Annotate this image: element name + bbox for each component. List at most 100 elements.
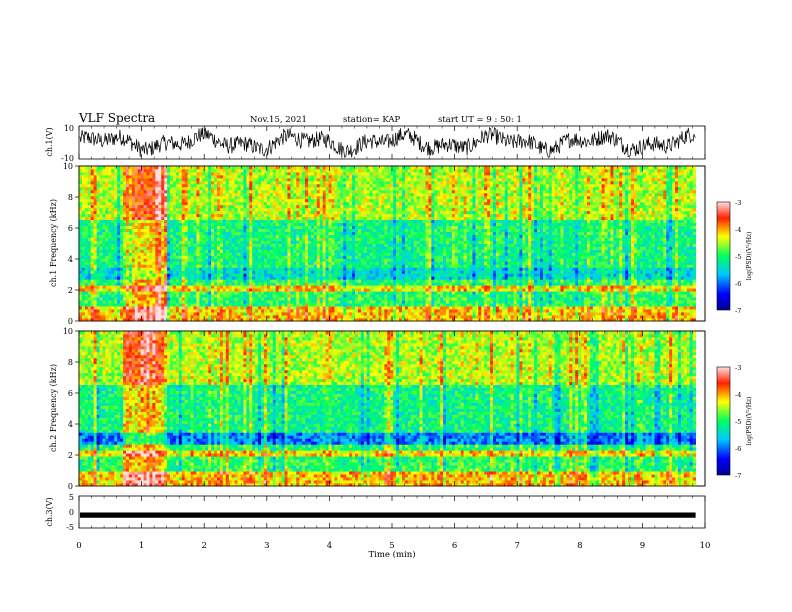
spectrogram-cell [81, 282, 86, 286]
spectrogram-cell [202, 261, 206, 265]
spectrogram-cell [255, 174, 259, 179]
spectrogram-cell [178, 234, 183, 238]
spectrogram-cell [272, 282, 277, 286]
spectrogram-cell [278, 166, 282, 170]
spectrogram-cell [299, 180, 303, 185]
spectrogram-cell [219, 285, 224, 289]
spectrogram-cell [222, 306, 227, 310]
spectrogram-cell [114, 177, 118, 182]
spectrogram-cell [322, 273, 327, 277]
spectrogram-cell [243, 309, 247, 313]
spectrogram-cell [337, 312, 341, 316]
spectrogram-cell [184, 276, 189, 280]
spectrogram-cell [322, 171, 327, 176]
spectrogram-cell [167, 285, 171, 289]
spectrogram-cell [228, 312, 233, 316]
spectrogram-cell [337, 174, 341, 179]
spectrogram-cell [340, 174, 344, 179]
spectrogram-cell [123, 276, 127, 280]
spectrogram-cell [319, 231, 324, 235]
spectrogram-cell [263, 300, 268, 304]
spectrogram-cell [193, 240, 197, 244]
spectrogram-cell [167, 264, 171, 268]
spectrogram-cell [187, 297, 191, 301]
spectrogram-cell [134, 303, 139, 307]
spectrogram-cell [281, 216, 285, 221]
spectrogram-cell [149, 213, 153, 218]
spectrogram-cell [178, 177, 183, 182]
spectrogram-cell [325, 318, 329, 322]
spectrogram-cell [325, 168, 329, 173]
spectrogram-cell [319, 204, 324, 209]
spectrogram-cell [161, 192, 165, 197]
spectrogram-cell [105, 222, 109, 227]
spectrogram-cell [316, 189, 321, 194]
spectrogram-cell [111, 231, 115, 235]
spectrogram-cell [281, 270, 285, 274]
spectrogram-cell [287, 195, 291, 200]
spectrogram-cell [237, 216, 241, 221]
spectrogram-cell [325, 166, 329, 170]
spectrogram-cell [243, 273, 247, 277]
spectrogram-cell [208, 171, 212, 176]
spectrogram-cell [79, 303, 83, 307]
spectrogram-cell [123, 273, 127, 277]
spectrogram-cell [79, 309, 83, 313]
spectrogram-cell [181, 237, 186, 241]
spectrogram-cell [81, 303, 86, 307]
spectrogram-cell [299, 282, 303, 286]
spectrogram-cell [102, 273, 106, 277]
spectrogram-cell [313, 252, 318, 256]
spectrogram-cell [170, 174, 174, 179]
spectrogram-cell [225, 318, 230, 322]
spectrogram-cell [167, 237, 171, 241]
spectrogram-cell [87, 279, 92, 283]
spectrogram-cell [293, 306, 297, 310]
spectrogram-cell [334, 171, 338, 176]
spectrogram-cell [275, 318, 280, 322]
spectrogram-cell [346, 249, 350, 253]
spectrogram-cell [252, 264, 256, 268]
spectrogram-cell [120, 273, 124, 277]
spectrogram-cell [90, 198, 95, 203]
spectrogram-cell [211, 258, 215, 262]
spectrogram-cell [128, 309, 133, 313]
spectrogram-cell [261, 318, 265, 322]
spectrogram-cell [178, 297, 183, 301]
spectrogram-cell [193, 294, 197, 298]
spectrogram-cell [158, 315, 162, 319]
spectrogram-cell [93, 252, 98, 256]
spectrogram-cell [190, 219, 194, 224]
spectrogram-cell [146, 264, 150, 268]
spectrogram-cell [275, 273, 280, 277]
spectrogram-cell [87, 237, 92, 241]
spectrogram-cell [149, 282, 153, 286]
spectrogram-cell [93, 204, 98, 209]
spectrogram-cell [269, 261, 274, 265]
spectrogram-cell [175, 318, 180, 322]
spectrogram-cell [214, 270, 218, 274]
spectrogram-cell [334, 273, 338, 277]
spectrogram-cell [161, 300, 165, 304]
spectrogram-cell [240, 207, 244, 212]
spectrogram-cell [299, 279, 303, 283]
spectrogram-cell [187, 183, 191, 188]
spectrogram-cell [167, 291, 171, 295]
spectrogram-cell [222, 279, 227, 283]
spectrogram-cell [357, 183, 362, 188]
spectrogram-cell [252, 270, 256, 274]
spectrogram-cell [357, 216, 362, 221]
spectrogram-cell [105, 273, 109, 277]
spectrogram-cell [302, 216, 306, 221]
spectrogram-cell [202, 183, 206, 188]
spectrogram-cell [199, 186, 203, 191]
spectrogram-cell [325, 231, 329, 235]
spectrogram-cell [217, 246, 221, 250]
spectrogram-cell [149, 297, 153, 301]
spectrogram-cell [299, 166, 303, 170]
spectrogram-cell [193, 252, 197, 256]
spectrogram-cell [290, 255, 294, 259]
spectrogram-cell [208, 234, 212, 238]
spectrogram-cell [331, 273, 335, 277]
spectrogram-cell [246, 288, 250, 292]
